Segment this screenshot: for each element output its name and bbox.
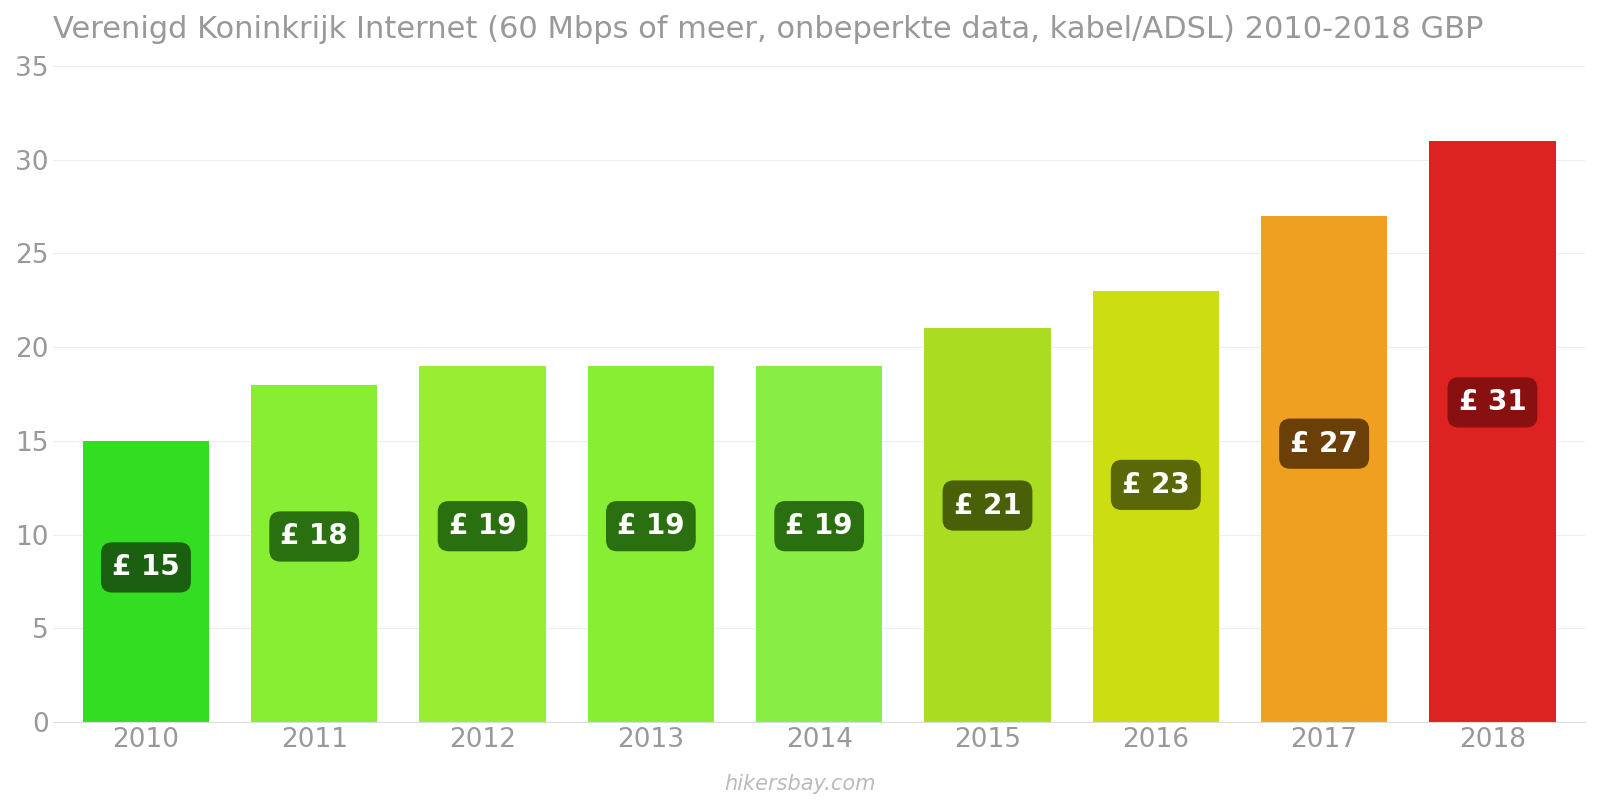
Bar: [419, 366, 546, 722]
Bar: [251, 385, 378, 722]
Text: Verenigd Koninkrijk Internet (60 Mbps of meer, onbeperkte data, kabel/ADSL) 2010: Verenigd Koninkrijk Internet (60 Mbps of…: [53, 15, 1483, 44]
Text: £ 23: £ 23: [1122, 471, 1190, 499]
Bar: [587, 366, 714, 722]
Bar: [925, 328, 1051, 722]
Text: £ 18: £ 18: [280, 522, 349, 550]
Bar: [757, 366, 882, 722]
Text: £ 27: £ 27: [1290, 430, 1358, 458]
Text: £ 21: £ 21: [954, 491, 1021, 519]
Bar: [1429, 141, 1555, 722]
Bar: [1093, 291, 1219, 722]
Bar: [1261, 216, 1387, 722]
Text: £ 19: £ 19: [618, 512, 685, 540]
Bar: [83, 441, 210, 722]
Text: £ 19: £ 19: [450, 512, 517, 540]
Text: £ 19: £ 19: [786, 512, 853, 540]
Text: £ 15: £ 15: [112, 554, 179, 582]
Text: hikersbay.com: hikersbay.com: [725, 774, 875, 794]
Text: £ 31: £ 31: [1459, 388, 1526, 416]
